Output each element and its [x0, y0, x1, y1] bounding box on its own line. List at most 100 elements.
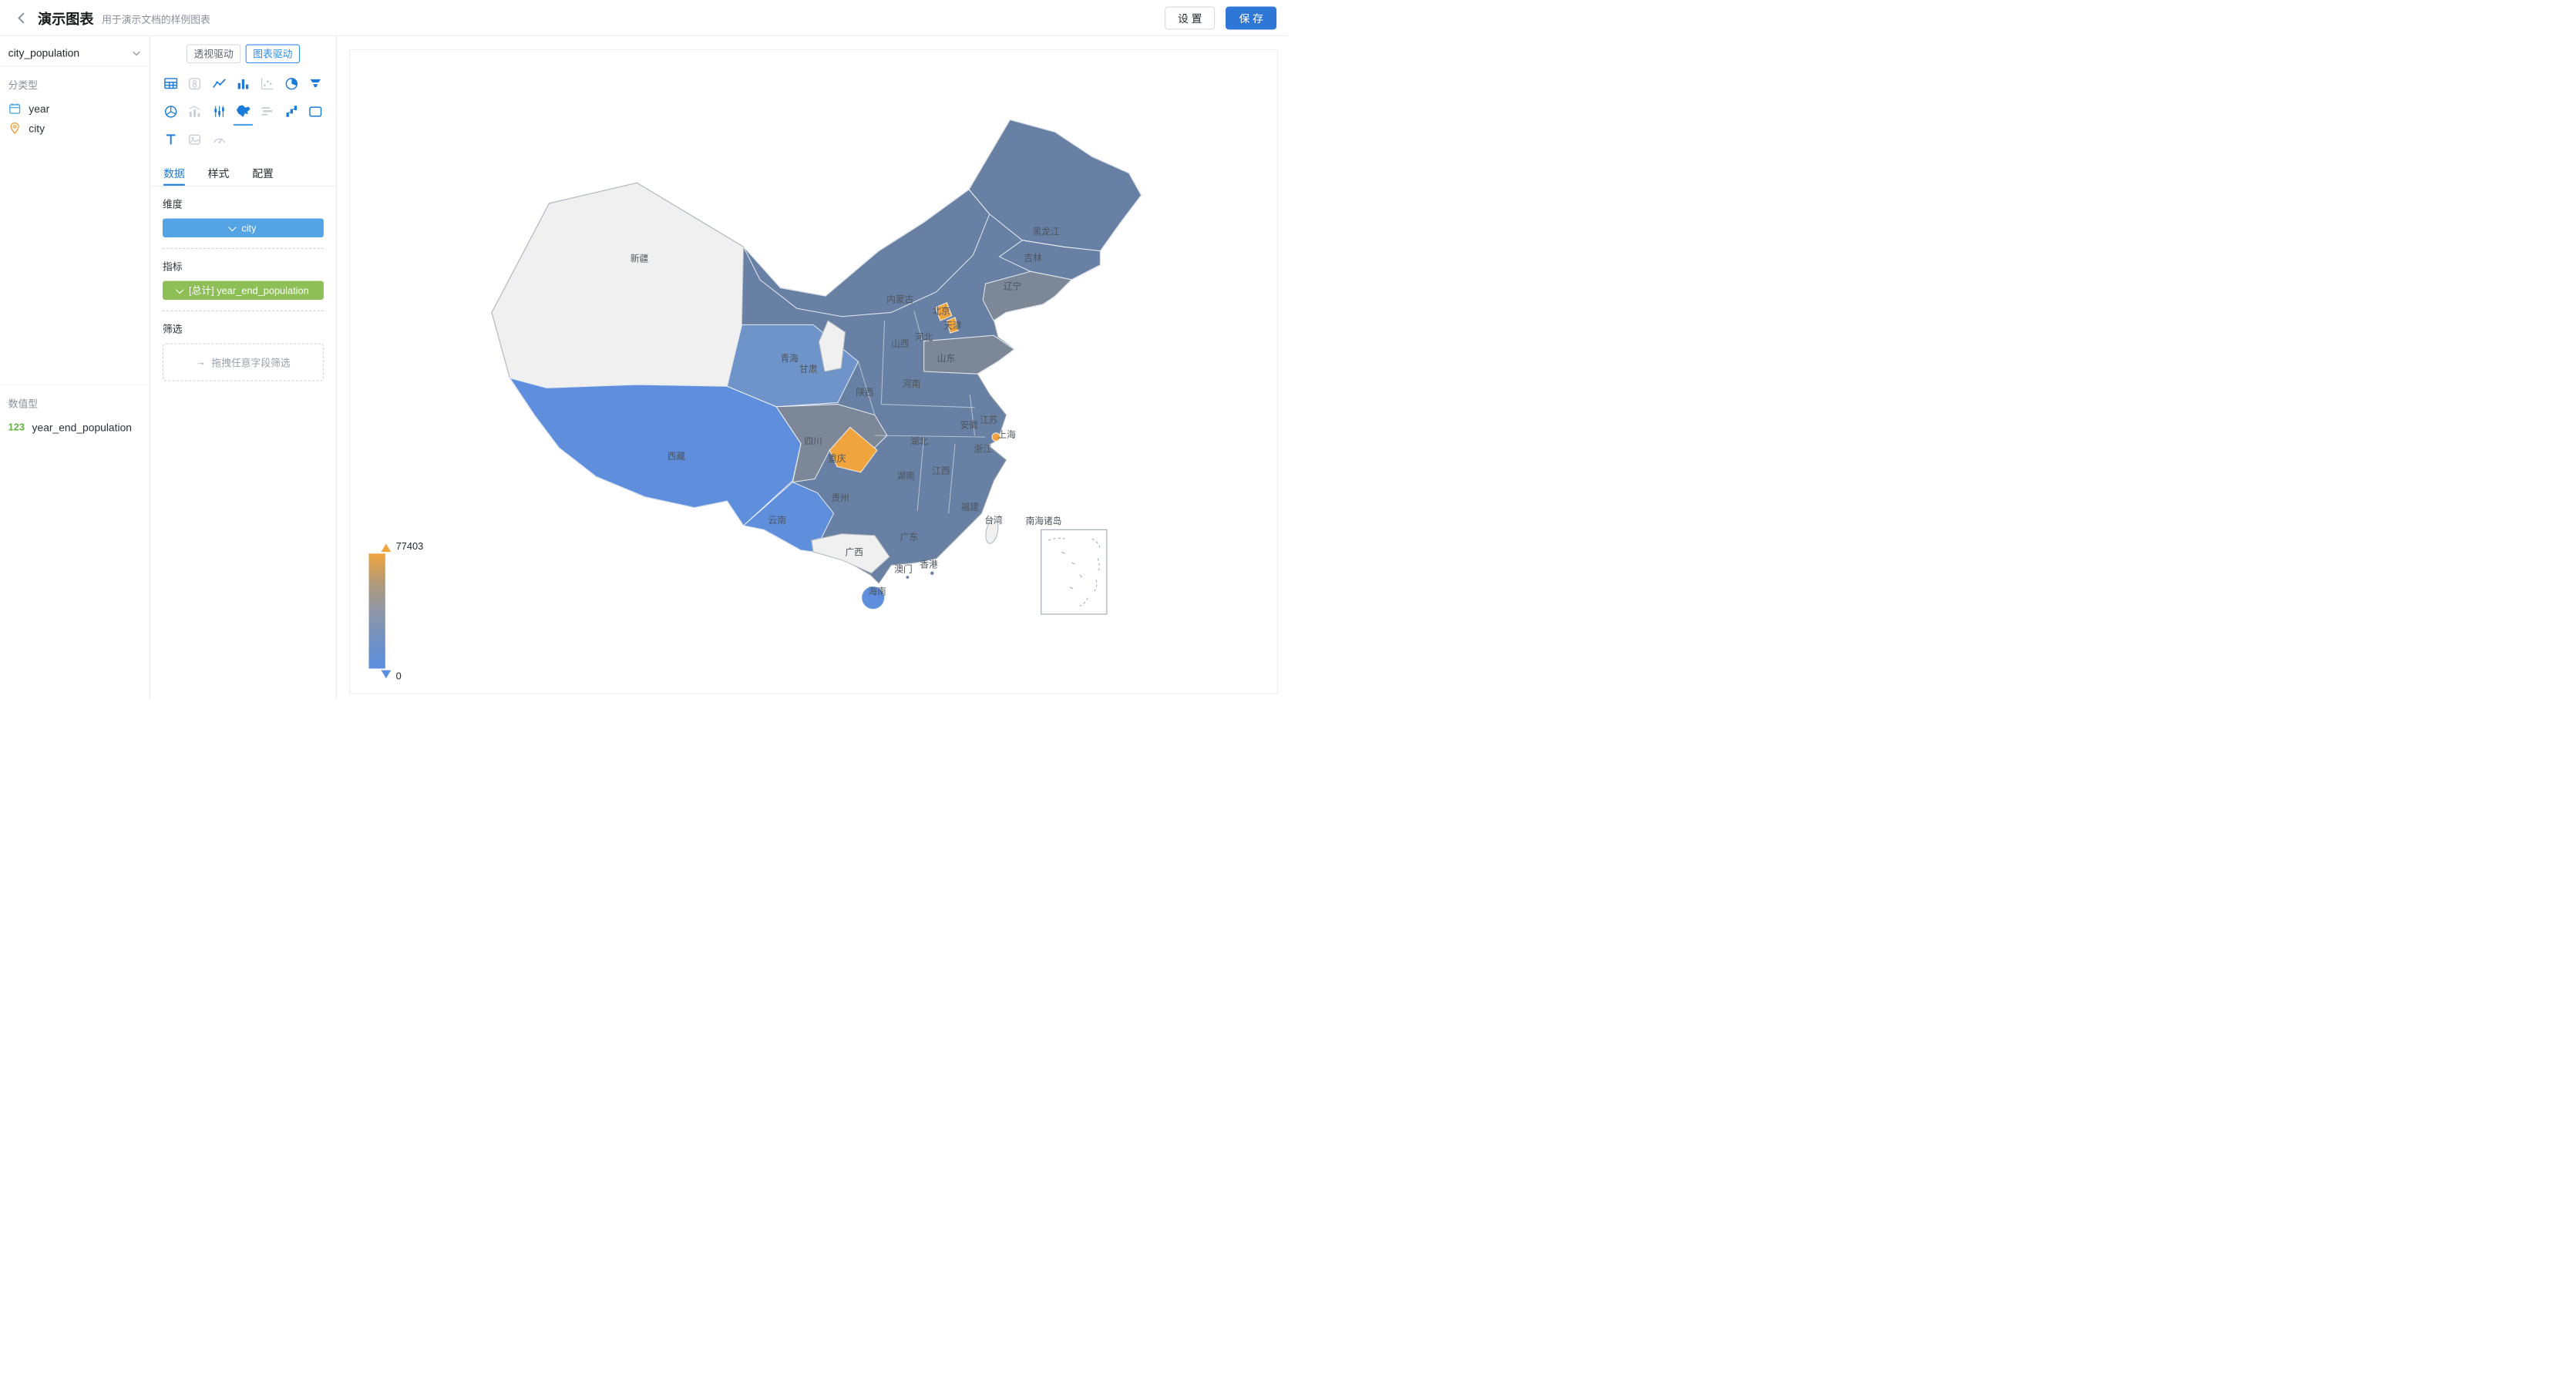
map-region[interactable]: [991, 432, 1001, 442]
filter-drop-zone[interactable]: → 拖拽任意字段筛选: [163, 343, 324, 381]
page-title: 演示图表: [38, 11, 94, 28]
metric-drop-zone[interactable]: [总计] year_end_population: [163, 281, 324, 311]
chevron-down-icon: [175, 285, 184, 294]
region-label: 江苏: [980, 415, 998, 425]
word-cloud-icon: [255, 101, 279, 123]
chevron-left-icon: [18, 12, 25, 23]
field-label: city: [29, 122, 45, 135]
filter-placeholder: 拖拽任意字段筛选: [211, 357, 291, 368]
region-label: 山西: [891, 339, 909, 349]
metric-section-label: 指标: [163, 260, 183, 273]
scatter-chart-icon: [255, 73, 279, 95]
map-region[interactable]: [982, 271, 1073, 321]
chevron-down-icon: [132, 48, 142, 58]
region-label: 湖南: [897, 470, 915, 481]
map-region[interactable]: [861, 586, 886, 610]
region-label: 四川: [804, 437, 822, 447]
region-label: 江西: [932, 466, 950, 476]
dimension-pill-city[interactable]: city: [163, 218, 324, 237]
tab-data[interactable]: 数据: [163, 160, 185, 186]
candlestick-chart-icon[interactable]: [207, 101, 230, 123]
numeric-type-badge: 123: [8, 421, 25, 433]
region-label: 天津: [943, 321, 962, 331]
dataset-sidebar: city_population 分类型 year city 数值型 123 ye…: [0, 35, 151, 699]
map-region[interactable]: [743, 189, 990, 318]
field-item-year[interactable]: year: [0, 99, 150, 119]
region-label: 广西: [846, 547, 863, 557]
region-label: 台湾: [984, 515, 1003, 526]
location-pin-icon: [10, 122, 19, 134]
region-label: 湖北: [910, 436, 929, 447]
numeric-section-label: 数值型: [8, 398, 39, 410]
legend-min-marker-icon: [381, 670, 392, 679]
dataset-selector[interactable]: city_population: [0, 40, 150, 67]
region-label: 浙江: [974, 444, 993, 454]
mode-pivot-button[interactable]: 透视驱动: [186, 44, 241, 64]
map-region[interactable]: [509, 377, 802, 526]
panel-tabs: 数据 样式 配置: [150, 160, 336, 187]
map-region[interactable]: [829, 426, 878, 473]
map-legend: 77403 0: [368, 540, 423, 682]
dimension-section-label: 维度: [163, 198, 183, 210]
region-label: 黑龙江: [1033, 227, 1060, 237]
mode-chart-button[interactable]: 图表驱动: [245, 44, 300, 64]
region-label: 广东: [900, 533, 918, 543]
chart-config-panel: 透视驱动 图表驱动: [150, 35, 337, 699]
map-chart-canvas[interactable]: 新疆 西藏 青海 甘肃 内蒙古 黑龙江 吉林 辽宁 北京 天津 河北 山西 山东 河南 陕西 江苏 安徽 上海 湖北…: [348, 49, 1279, 694]
region-label: 河南: [903, 378, 920, 389]
legend-min-value: 0: [395, 670, 402, 682]
map-region[interactable]: [811, 533, 890, 574]
calendar-icon: [9, 103, 21, 114]
region-label: 吉林: [1024, 252, 1042, 263]
dimension-pill-label: city: [241, 222, 257, 234]
settings-button[interactable]: 设 置: [1164, 5, 1216, 29]
category-section-label: 分类型: [8, 79, 39, 92]
map-region[interactable]: [934, 301, 953, 321]
rose-chart-icon[interactable]: [159, 101, 183, 123]
map-region[interactable]: [905, 575, 910, 580]
map-region[interactable]: [968, 119, 1142, 252]
waterfall-chart-icon[interactable]: [279, 101, 303, 123]
region-label: 山东: [937, 354, 955, 364]
field-item-year-end-population[interactable]: 123 year_end_population: [0, 417, 150, 437]
save-button[interactable]: 保 存: [1226, 5, 1277, 29]
region-label: 南海诸岛: [1026, 516, 1062, 526]
map-region[interactable]: [923, 334, 1015, 375]
image-icon: [183, 129, 207, 150]
region-label: 上海: [997, 429, 1016, 440]
region-label: 贵州: [831, 493, 849, 503]
pie-chart-icon[interactable]: [279, 73, 303, 95]
back-button[interactable]: [12, 7, 33, 29]
legend-gradient-bar: [368, 553, 385, 669]
region-label: 北京: [932, 306, 950, 317]
tab-style[interactable]: 样式: [207, 167, 230, 180]
table-chart-icon[interactable]: [159, 73, 183, 95]
map-region[interactable]: [930, 570, 935, 576]
map-region[interactable]: [946, 317, 959, 334]
chevron-down-icon: [228, 223, 237, 232]
text-icon[interactable]: [159, 129, 183, 150]
gauge-chart-icon: [207, 129, 230, 150]
tab-config[interactable]: 配置: [252, 167, 274, 180]
region-label: 香港: [920, 560, 938, 570]
south-china-sea-inset: [1041, 529, 1108, 615]
metric-pill-year-end-population[interactable]: [总计] year_end_population: [163, 281, 324, 300]
treemap-chart-icon[interactable]: [304, 101, 328, 123]
map-region[interactable]: [491, 182, 745, 388]
region-label: 重庆: [828, 453, 846, 464]
map-region[interactable]: [818, 320, 846, 372]
dimension-drop-zone[interactable]: city: [163, 218, 324, 249]
line-chart-icon[interactable]: [207, 73, 230, 95]
region-label: 青海: [780, 353, 799, 364]
legend-max-marker-icon: [381, 543, 392, 553]
field-item-city[interactable]: city: [0, 118, 150, 138]
map-chart-icon[interactable]: [231, 101, 255, 126]
region-label: 海南: [868, 586, 886, 597]
chart-area: 新疆 西藏 青海 甘肃 内蒙古 黑龙江 吉林 辽宁 北京 天津 河北 山西 山东 河南 陕西 江苏 安徽 上海 湖北…: [336, 35, 1288, 699]
combo-chart-icon: [183, 101, 207, 123]
chart-type-grid: [150, 63, 336, 153]
map-region[interactable]: [984, 518, 1000, 544]
bar-chart-icon[interactable]: [231, 73, 255, 95]
funnel-chart-icon[interactable]: [304, 73, 328, 95]
